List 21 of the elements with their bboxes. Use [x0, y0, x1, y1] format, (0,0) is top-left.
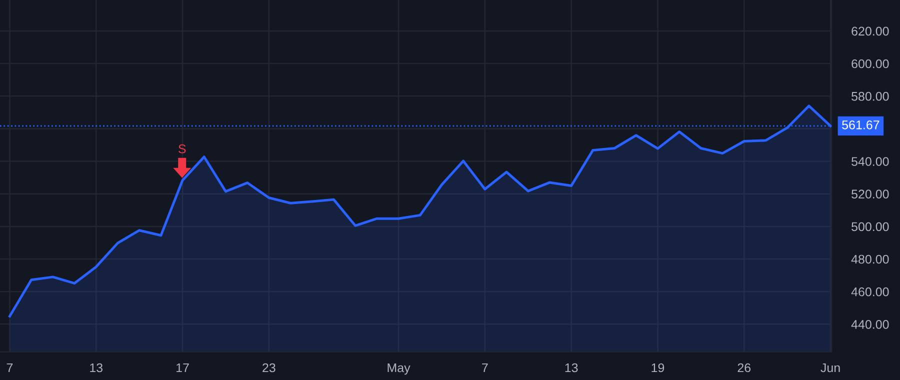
x-tick-label: 17 [176, 363, 189, 372]
y-tick-label: 460.00 [851, 287, 889, 296]
annotation: S [178, 144, 186, 154]
y-tick-label: 480.00 [851, 254, 889, 264]
x-tick-label: 19 [652, 363, 664, 372]
x-tick-label: Jun [820, 363, 840, 372]
y-tick-label: 600.00 [852, 59, 889, 68]
y-tick-label: 500.00 [852, 222, 889, 232]
y-tick-label: 440.00 [851, 320, 889, 329]
x-tick-label: 7 [482, 363, 488, 372]
x-tick-label: 23 [262, 363, 276, 372]
x-tick-label: 26 [738, 363, 751, 372]
y-tick-label: 520.00 [852, 190, 889, 199]
x-tick-label: 7 [6, 363, 13, 372]
y-tick-label: 540.00 [852, 157, 889, 166]
y-tick-label: 620.00 [852, 26, 889, 36]
y-tick-label: 580.00 [852, 92, 889, 101]
ref-line-label: 561.67 [842, 120, 880, 130]
x-tick-label: 13 [565, 363, 578, 372]
x-tick-label: May [388, 363, 410, 375]
x-tick-label: 13 [90, 363, 103, 372]
